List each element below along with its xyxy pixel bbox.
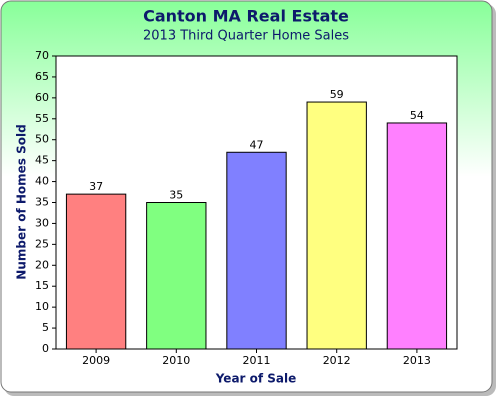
- y-axis-label: Number of Homes Sold: [15, 124, 29, 279]
- y-tick-label: 15: [35, 279, 49, 292]
- y-tick-label: 45: [35, 154, 49, 167]
- data-label: 59: [330, 88, 344, 101]
- chart-title: Canton MA Real Estate: [143, 7, 349, 26]
- x-tick-label: 2009: [82, 354, 110, 367]
- bar: [386, 122, 448, 350]
- bar: [226, 151, 287, 350]
- y-tick-label: 10: [35, 300, 49, 313]
- bar: [65, 193, 127, 350]
- y-tick-label: 55: [35, 112, 49, 125]
- data-label: 54: [410, 109, 424, 122]
- y-tick-label: 70: [35, 49, 49, 62]
- y-tick-label: 25: [35, 237, 49, 250]
- bar: [306, 101, 367, 350]
- y-tick-label: 65: [35, 70, 49, 83]
- chart-subtitle: 2013 Third Quarter Home Sales: [143, 29, 349, 44]
- y-tick-label: 20: [35, 258, 49, 271]
- data-label: 37: [89, 180, 103, 193]
- x-axis-label: Year of Sale: [215, 372, 297, 386]
- y-tick-label: 40: [35, 175, 49, 188]
- bar: [146, 202, 207, 350]
- x-tick-label: 2010: [162, 354, 190, 367]
- y-tick-label: 5: [42, 321, 49, 334]
- y-tick-label: 50: [35, 133, 49, 146]
- data-label: 47: [250, 138, 264, 151]
- x-tick-label: 2013: [403, 354, 431, 367]
- y-tick-label: 30: [35, 216, 49, 229]
- y-tick-label: 0: [42, 342, 49, 355]
- x-tick-label: 2012: [323, 354, 351, 367]
- data-label: 35: [169, 189, 183, 202]
- y-tick-label: 35: [35, 196, 49, 209]
- y-tick-label: 60: [35, 91, 49, 104]
- x-tick-label: 2011: [243, 354, 271, 367]
